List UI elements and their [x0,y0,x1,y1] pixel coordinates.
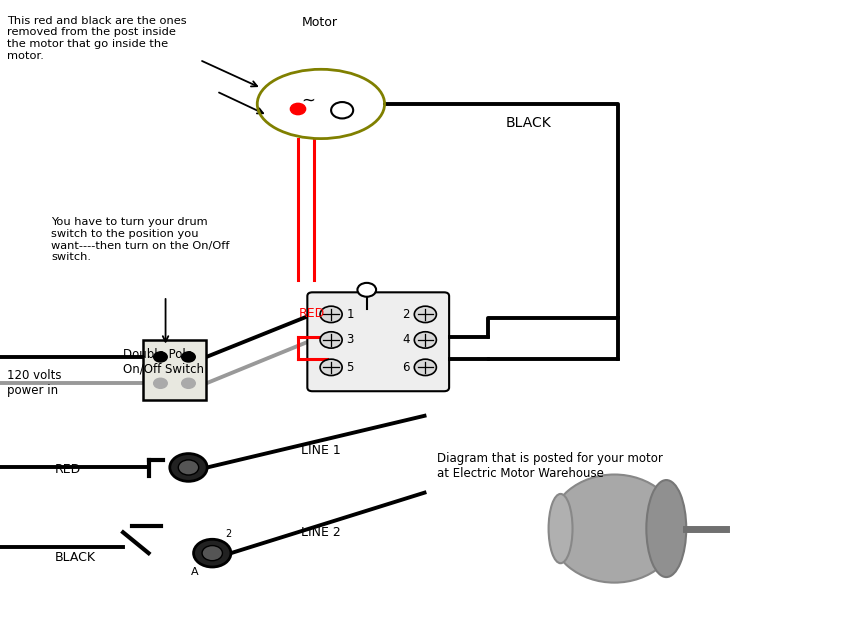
Circle shape [320,359,342,375]
FancyBboxPatch shape [307,292,449,391]
Text: 120 volts
power in: 120 volts power in [7,369,61,396]
Text: 3: 3 [346,333,354,347]
Circle shape [357,283,376,297]
Text: RED: RED [55,463,82,476]
Circle shape [170,454,207,481]
Circle shape [414,306,436,323]
Circle shape [320,306,342,323]
Circle shape [414,332,436,348]
Text: ~: ~ [301,92,315,110]
Circle shape [202,546,222,561]
Text: BLACK: BLACK [55,551,96,564]
Text: You have to turn your drum
switch to the position you
want----then turn on the O: You have to turn your drum switch to the… [51,217,229,262]
Circle shape [414,359,436,375]
Circle shape [154,352,167,362]
Ellipse shape [549,474,679,583]
Text: This red and black are the ones
removed from the post inside
the motor that go i: This red and black are the ones removed … [7,16,187,60]
Text: 2: 2 [402,308,410,321]
Text: Diagram that is posted for your motor
at Electric Motor Warehouse: Diagram that is posted for your motor at… [437,452,663,480]
Circle shape [182,378,195,388]
Text: 5: 5 [346,361,354,374]
Text: Motor: Motor [301,16,337,29]
Circle shape [154,378,167,388]
Circle shape [320,332,342,348]
Text: Double Pole
On/Off Switch: Double Pole On/Off Switch [123,348,204,375]
Circle shape [290,103,306,115]
Text: A: A [191,567,199,577]
Text: 6: 6 [402,361,410,374]
Text: 4: 4 [402,333,410,347]
Ellipse shape [548,494,572,563]
Text: 2: 2 [225,529,231,539]
Text: BLACK: BLACK [505,116,551,130]
Circle shape [178,460,199,475]
Ellipse shape [646,480,686,577]
Text: RED: RED [299,307,325,319]
Bar [143,340,206,400]
Text: LINE 1: LINE 1 [301,444,341,457]
Circle shape [182,352,195,362]
Text: LINE 2: LINE 2 [301,526,341,539]
Circle shape [194,539,231,567]
Text: 1: 1 [346,308,354,321]
